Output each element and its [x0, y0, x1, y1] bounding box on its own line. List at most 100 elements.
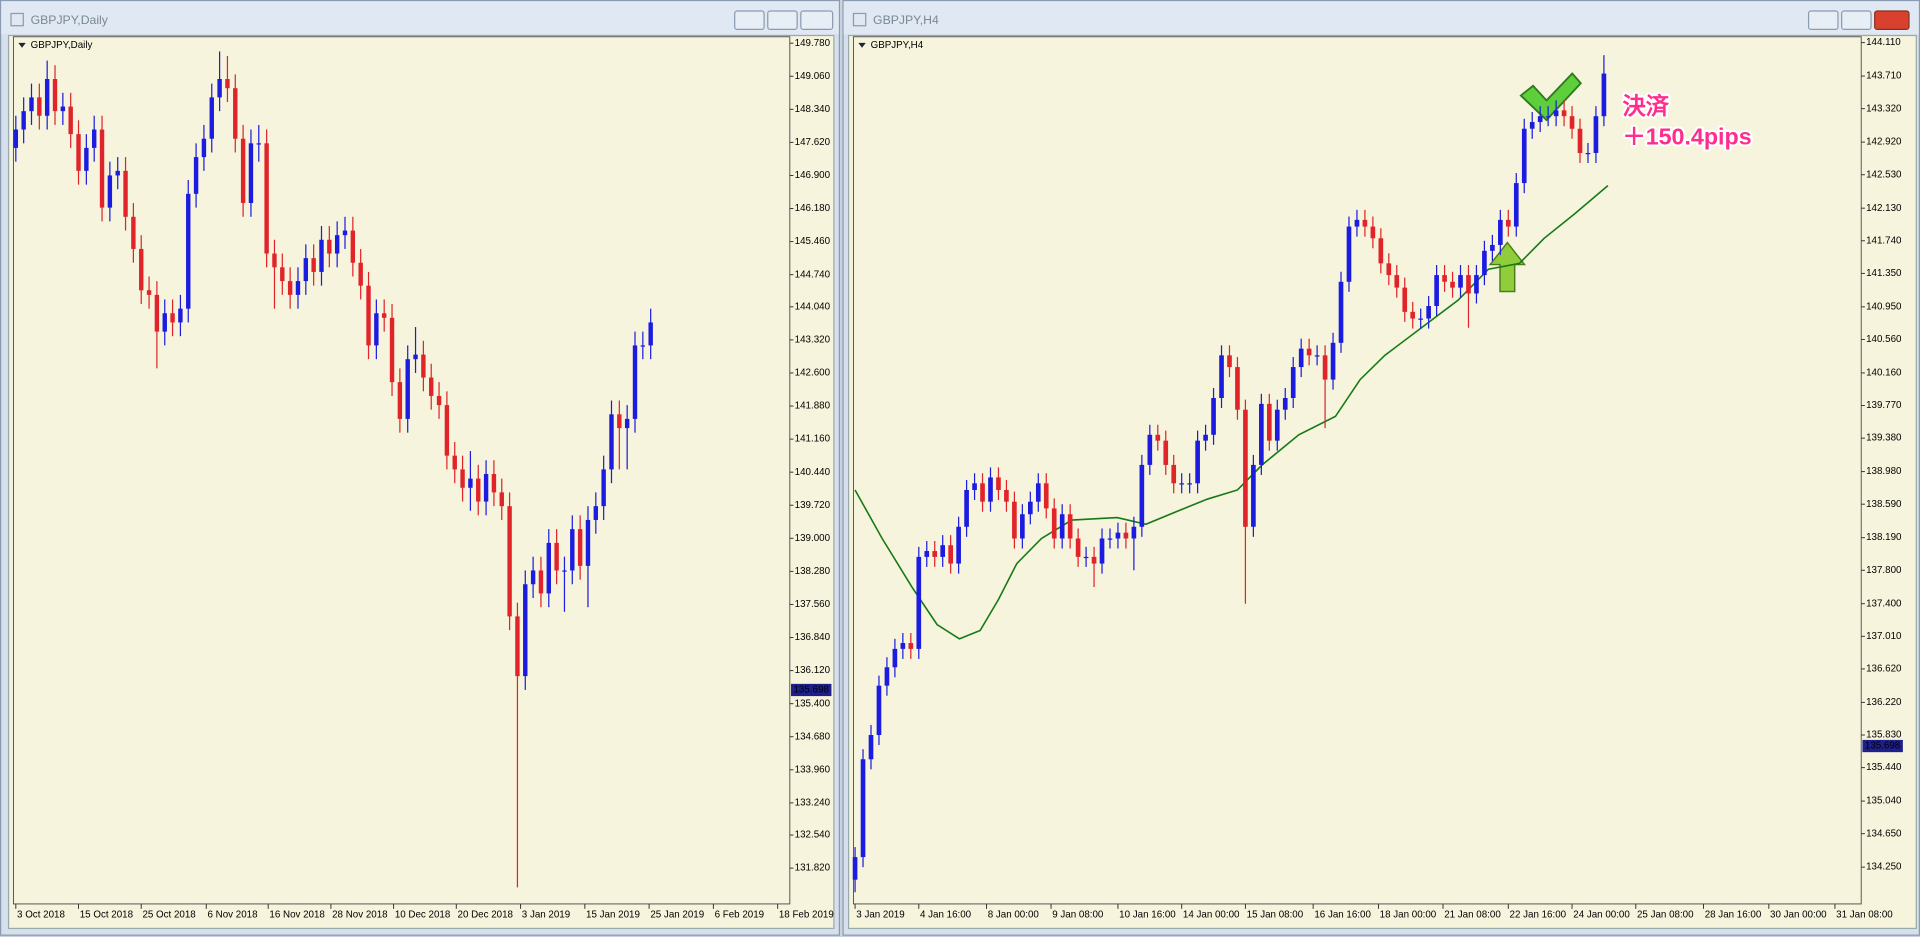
y-tick-label: 137.400 [1866, 598, 1902, 609]
candle-body [900, 643, 906, 649]
y-tick-label: 133.240 [795, 797, 831, 808]
x-tick-label: 25 Jan 08:00 [1637, 910, 1694, 921]
y-tick-label: 137.800 [1866, 565, 1902, 576]
candle-body [562, 570, 567, 572]
candle-body [452, 455, 457, 470]
close-button[interactable] [800, 10, 834, 31]
candle-body [1402, 287, 1408, 312]
y-tick-label: 137.010 [1866, 631, 1902, 642]
candle-body [980, 483, 985, 502]
y-tick-label: 140.160 [1866, 368, 1902, 379]
candle-body [476, 478, 481, 502]
candle-body [256, 143, 261, 145]
x-tick-label: 16 Jan 16:00 [1314, 910, 1371, 921]
candle-body [1251, 464, 1256, 527]
candle-body [1513, 183, 1519, 227]
maximize-button[interactable] [767, 10, 798, 31]
candle-body [1521, 128, 1527, 184]
y-tick-label: 146.900 [795, 170, 831, 181]
candle-body [948, 545, 953, 564]
candle-body [852, 857, 858, 880]
minimize-button[interactable] [1807, 10, 1839, 31]
x-tick-label: 10 Dec 2018 [395, 910, 451, 921]
y-tick-label: 142.130 [1866, 203, 1902, 214]
y-tick-label: 141.160 [795, 434, 831, 445]
x-tick-label: 15 Oct 2018 [80, 910, 134, 921]
y-tick-label: 144.110 [1866, 37, 1901, 48]
candle-body [538, 570, 544, 594]
candle-body [29, 97, 34, 112]
y-tick-label: 131.820 [795, 863, 831, 874]
x-tick-label: 15 Jan 08:00 [1247, 910, 1304, 921]
candle-body [1505, 219, 1511, 227]
candle-body [76, 134, 81, 171]
candle-body [248, 143, 254, 204]
x-tick-label: 28 Nov 2018 [332, 910, 388, 921]
window-icon [10, 12, 24, 27]
maximize-button[interactable] [1841, 10, 1872, 31]
chart-background [7, 34, 835, 930]
candle-body [876, 685, 882, 736]
close-button[interactable] [1874, 10, 1910, 31]
candle-body [1091, 556, 1097, 564]
y-tick-label: 147.620 [795, 137, 831, 148]
chart-label: GBPJPY,Daily [31, 40, 93, 51]
candle-body [1195, 440, 1200, 484]
candle-body [1274, 409, 1280, 441]
candle-body [585, 519, 591, 566]
candle-body [1529, 122, 1535, 129]
candle-body [1179, 483, 1185, 485]
y-tick-label: 141.350 [1866, 268, 1902, 279]
candle-body [436, 395, 442, 406]
x-tick-label: 21 Jan 08:00 [1444, 910, 1501, 921]
candle-body [908, 643, 914, 649]
candle-body [1298, 348, 1304, 368]
candle-body [640, 345, 646, 347]
y-tick-label: 132.540 [795, 830, 831, 841]
y-tick-label: 143.320 [795, 334, 831, 345]
candle-body [123, 170, 128, 217]
y-tick-label: 142.600 [795, 368, 831, 379]
y-tick-label: 135.440 [1866, 762, 1902, 773]
price-label: 135.698 [793, 685, 829, 696]
candle-body [1282, 398, 1288, 410]
candle-body [916, 556, 922, 649]
candle-body [1027, 501, 1033, 515]
candle-body [115, 170, 120, 176]
y-tick-label: 139.720 [795, 500, 831, 511]
candle-body [1346, 226, 1352, 282]
plot-frame [852, 36, 1862, 905]
y-tick-label: 146.180 [795, 203, 831, 214]
candle-body [52, 79, 58, 112]
candle-body [1553, 110, 1559, 117]
window-h4: GBPJPY,H4 [842, 0, 1920, 936]
candle-body [429, 377, 434, 396]
y-tick-label: 142.530 [1866, 169, 1902, 180]
y-tick-label: 135.830 [1866, 730, 1902, 741]
candle-body [468, 478, 473, 488]
candle-body [491, 474, 497, 493]
candle-body [1466, 275, 1471, 294]
y-tick-label: 139.770 [1866, 400, 1902, 411]
candle-body [311, 258, 316, 272]
candle-body [327, 239, 332, 254]
y-tick-label: 135.400 [795, 698, 831, 709]
candle-body [1458, 275, 1463, 288]
candle-body [217, 79, 222, 98]
candle-body [358, 262, 363, 286]
y-tick-label: 148.340 [795, 104, 831, 115]
candle-body [1386, 263, 1392, 276]
candle-body [609, 414, 614, 470]
y-tick-label: 138.590 [1866, 499, 1902, 510]
x-tick-label: 3 Oct 2018 [17, 910, 65, 921]
candle-body [1099, 538, 1105, 564]
x-tick-label: 24 Jan 00:00 [1573, 910, 1630, 921]
candle-body [13, 129, 19, 148]
chart-label-marker [18, 42, 26, 48]
candle-body [1569, 116, 1575, 129]
minimize-button[interactable] [734, 10, 765, 31]
candle-body [648, 322, 653, 346]
x-tick-label: 4 Jan 16:00 [920, 910, 972, 921]
